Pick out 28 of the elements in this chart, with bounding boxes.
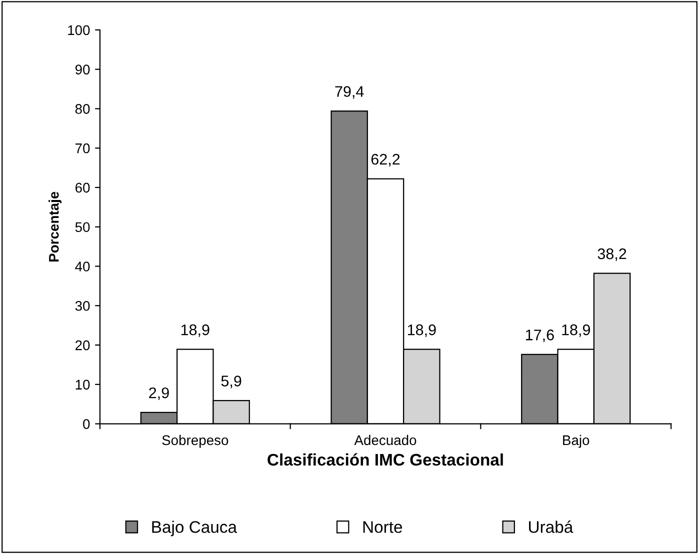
x-tick-label: Sobrepeso	[162, 434, 228, 448]
y-tick-label: 70	[76, 143, 90, 154]
data-label: 79,4	[335, 86, 364, 99]
data-label: 5,9	[221, 376, 242, 388]
y-tick-label: 50	[75, 222, 90, 232]
data-label: 38,2	[598, 248, 626, 262]
data-label: 2,9	[149, 387, 169, 400]
y-tick-label: 100	[68, 25, 90, 36]
y-tick-label: 40	[75, 262, 90, 272]
y-tick-label: 30	[75, 300, 90, 311]
y-tick-label: 60	[75, 182, 90, 193]
y-tick-label: 10	[76, 380, 90, 390]
y-tick-label: 90	[75, 64, 90, 74]
legend-label: Norte	[363, 521, 402, 533]
data-label: 18,9	[562, 324, 590, 338]
data-label: 62,2	[371, 154, 400, 166]
legend-label: Urabá	[529, 520, 574, 533]
data-label: 18,9	[408, 324, 436, 338]
data-label: 18,9	[181, 324, 210, 338]
y-axis-title: Porcentaje	[48, 192, 62, 262]
data-label: 17,6	[526, 330, 554, 342]
x-tick-label: Adecuado	[354, 434, 416, 446]
x-tick-label: Bajo	[563, 434, 590, 448]
y-tick-label: 20	[75, 340, 90, 350]
y-tick-label: 80	[75, 104, 90, 114]
legend-label: Bajo Cauca	[152, 520, 238, 536]
x-axis-title: Clasificación IMC Gestacional	[268, 453, 503, 466]
y-tick-label: 0	[83, 419, 90, 429]
